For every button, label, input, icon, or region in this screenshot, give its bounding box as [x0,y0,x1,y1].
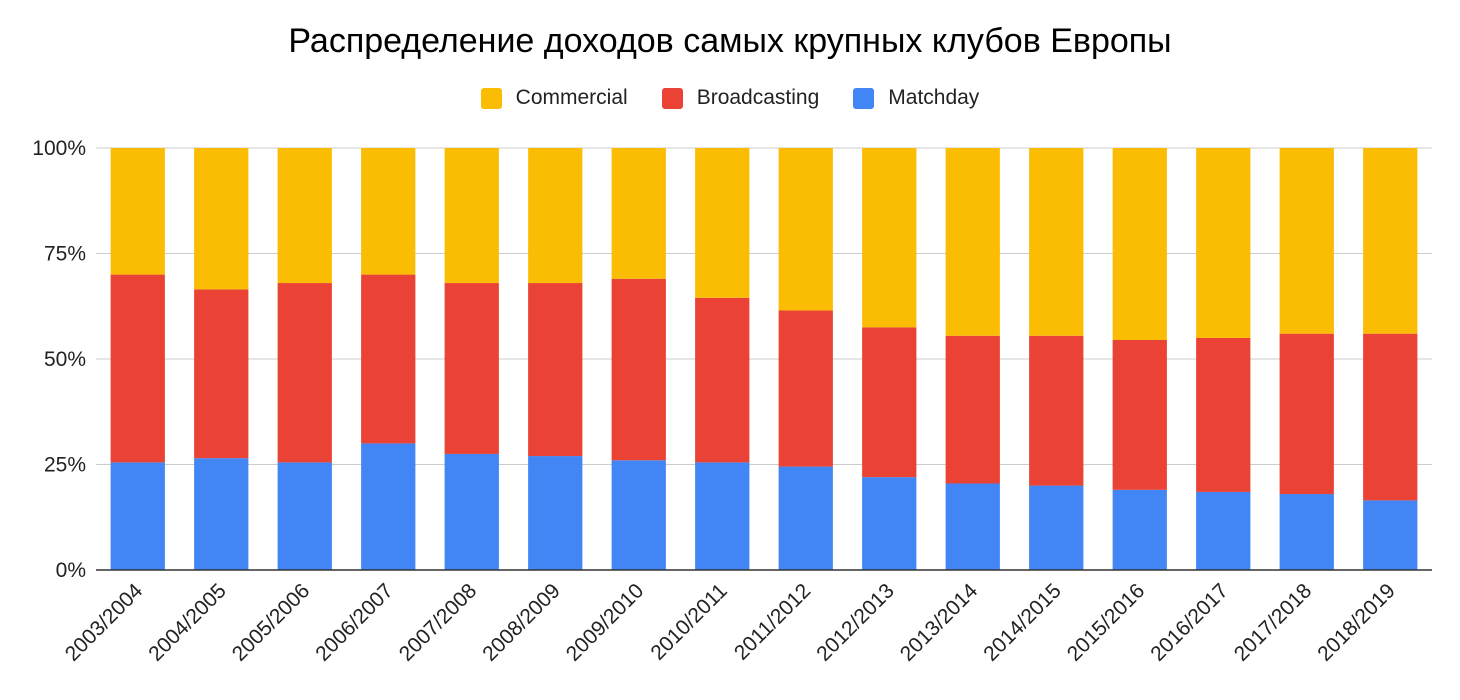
x-tick-label: 2004/2005 [144,579,230,665]
bar-matchday-2013-2014 [945,483,1000,570]
x-tick-label: 2017/2018 [1230,579,1316,665]
bar-commercial-2012-2013 [862,148,917,328]
bar-broadcasting-2014-2015 [1029,335,1084,486]
x-tick-label: 2011/2012 [730,579,815,664]
legend: Commercial Broadcasting Matchday [0,86,1460,110]
bar-matchday-2010-2011 [695,462,750,570]
bar-commercial-2018-2019 [1363,148,1418,334]
bar-matchday-2015-2016 [1112,489,1167,570]
legend-swatch-commercial [480,87,502,109]
bar-matchday-2018-2019 [1363,500,1418,570]
bar-commercial-2004-2005 [194,148,249,290]
bar-commercial-2007-2008 [444,148,499,284]
bar-commercial-2011-2012 [778,148,833,311]
y-tick-label: 25% [44,454,86,477]
legend-swatch-matchday [853,87,875,109]
legend-label-matchday: Matchday [888,86,980,109]
bar-broadcasting-2016-2017 [1196,337,1251,492]
x-tick-label: 2010/2011 [646,579,731,664]
x-tick-label: 2015/2016 [1063,579,1149,665]
bar-matchday-2012-2013 [862,477,917,570]
legend-swatch-broadcasting [661,87,683,109]
bar-broadcasting-2003-2004 [110,274,165,463]
x-tick-label: 2013/2014 [896,579,983,666]
chart-title: Распределение доходов самых крупных клуб… [288,22,1172,60]
bar-matchday-2008-2009 [528,456,583,570]
x-tick-label: 2012/2013 [812,579,898,665]
bar-commercial-2017-2018 [1279,148,1334,334]
bar-matchday-2016-2017 [1196,491,1251,570]
x-tick-label: 2008/2009 [478,579,564,665]
x-tick-label: 2006/2007 [311,579,397,665]
bar-broadcasting-2011-2012 [778,310,833,467]
bar-broadcasting-2005-2006 [277,283,332,463]
bar-broadcasting-2018-2019 [1363,333,1418,501]
bar-commercial-2006-2007 [361,148,416,275]
bar-matchday-2011-2012 [778,466,833,570]
bar-commercial-2015-2016 [1112,148,1167,341]
y-tick-label: 50% [44,348,86,371]
x-tick-label: 2009/2010 [562,579,648,665]
x-tick-label: 2016/2017 [1146,579,1232,665]
bar-commercial-2010-2011 [695,148,750,298]
bar-broadcasting-2009-2010 [611,278,666,461]
x-tick-label: 2018/2019 [1313,579,1399,665]
bar-broadcasting-2015-2016 [1112,340,1167,490]
bar-matchday-2006-2007 [361,443,416,570]
bar-broadcasting-2017-2018 [1279,333,1334,495]
bar-matchday-2009-2010 [611,460,666,570]
bar-commercial-2016-2017 [1196,148,1251,338]
bar-matchday-2004-2005 [194,458,249,570]
x-tick-label: 2005/2006 [228,579,314,665]
bar-matchday-2003-2004 [110,462,165,570]
bar-matchday-2014-2015 [1029,485,1084,570]
bar-matchday-2007-2008 [444,453,499,570]
y-tick-label: 100% [32,137,86,160]
bar-commercial-2009-2010 [611,148,666,279]
x-tick-label: 2014/2015 [979,579,1065,665]
bar-commercial-2003-2004 [110,148,165,275]
bar-broadcasting-2004-2005 [194,289,249,459]
bar-broadcasting-2012-2013 [862,327,917,478]
bar-broadcasting-2013-2014 [945,335,1000,484]
bar-matchday-2017-2018 [1279,494,1334,570]
bar-broadcasting-2010-2011 [695,297,750,463]
legend-label-commercial: Commercial [515,86,628,109]
legend-item-broadcasting: Broadcasting [661,86,820,110]
bar-broadcasting-2008-2009 [528,283,583,457]
x-tick-label: 2007/2008 [395,579,481,665]
x-tick-label: 2003/2004 [61,579,148,666]
bar-commercial-2013-2014 [945,148,1000,336]
bar-matchday-2005-2006 [277,462,332,570]
bar-commercial-2005-2006 [277,148,332,284]
bar-commercial-2014-2015 [1029,148,1084,336]
bar-commercial-2008-2009 [528,148,583,284]
y-tick-label: 0% [56,559,86,582]
legend-item-matchday: Matchday [853,86,979,110]
bar-broadcasting-2006-2007 [361,274,416,444]
bar-broadcasting-2007-2008 [444,283,499,454]
legend-label-broadcasting: Broadcasting [696,86,820,109]
legend-item-commercial: Commercial [480,86,628,110]
y-tick-label: 75% [44,243,86,266]
